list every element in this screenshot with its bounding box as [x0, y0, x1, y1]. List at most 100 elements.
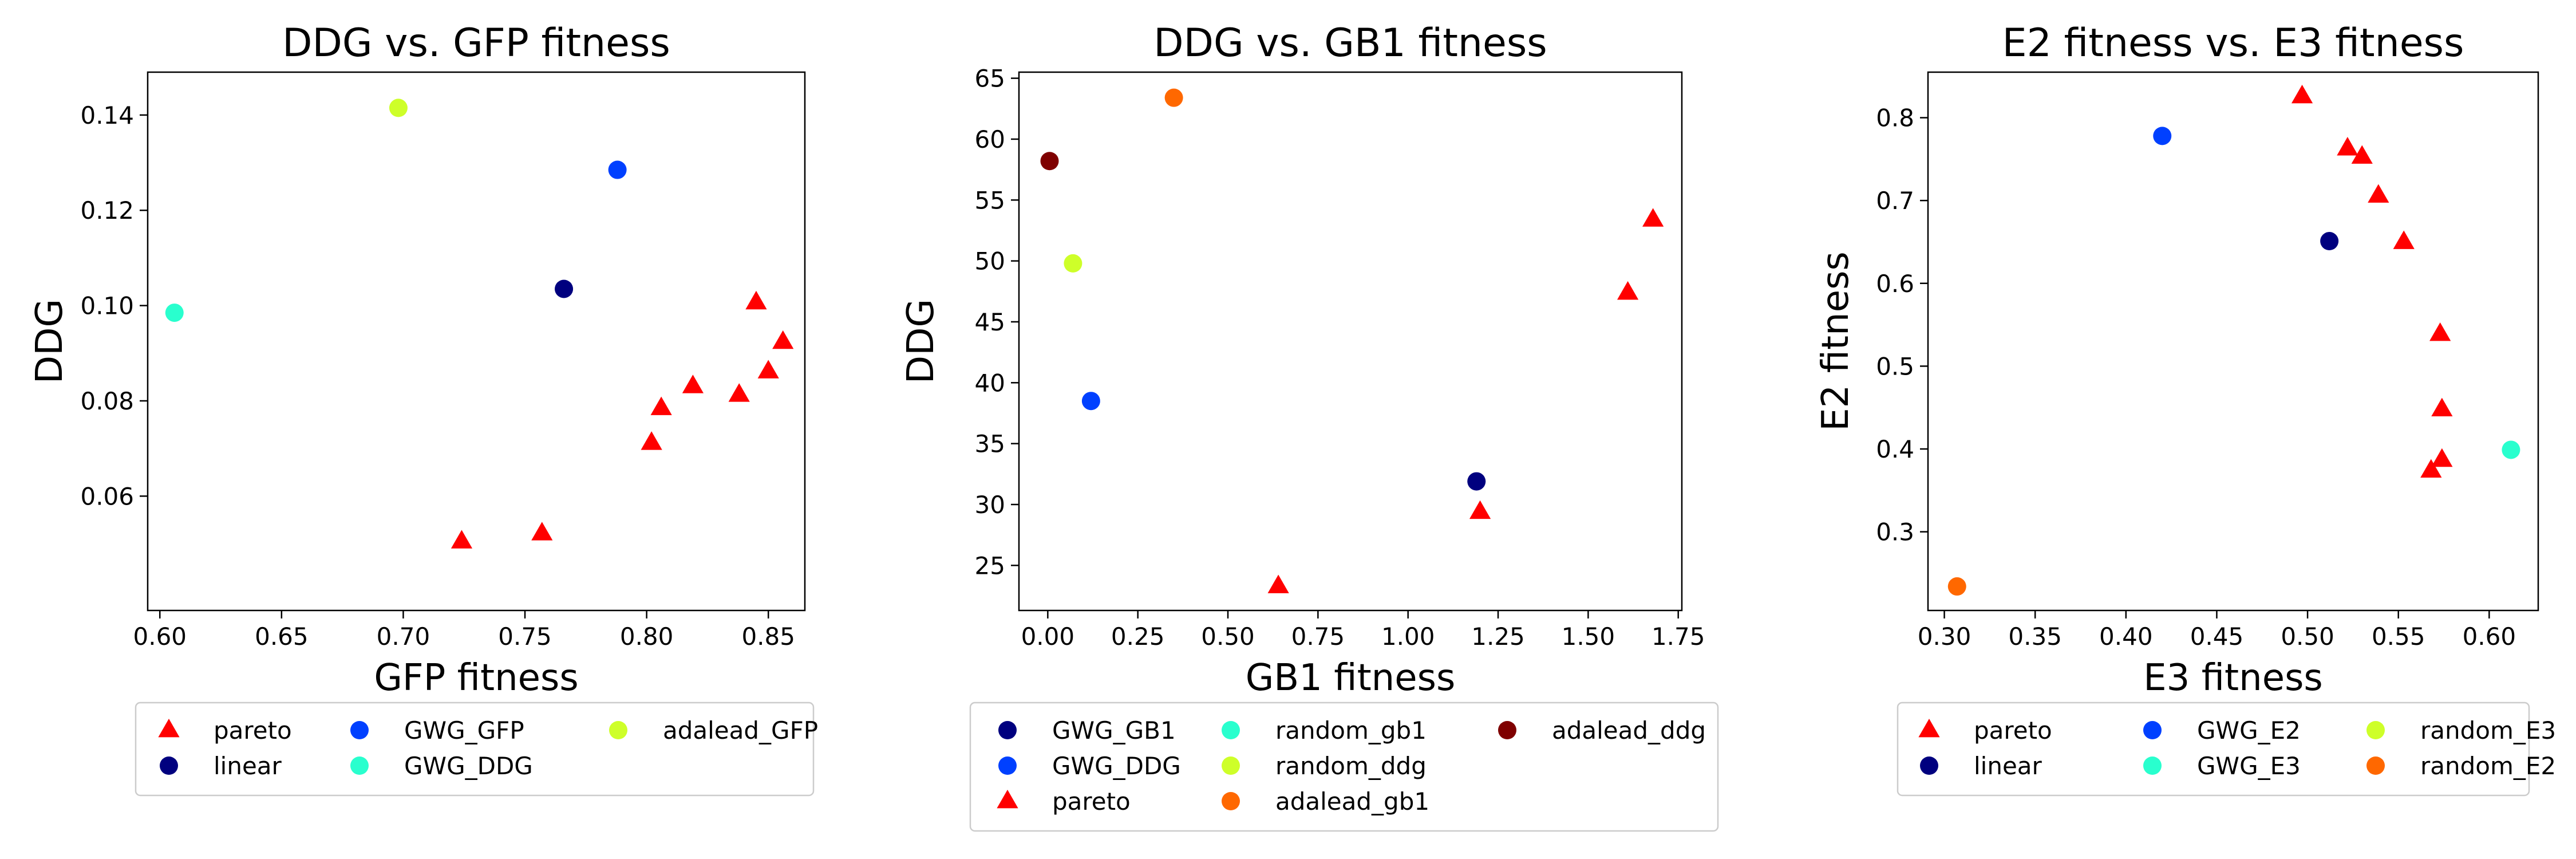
y-axis-label: E2 fitness: [1815, 251, 1857, 431]
legend-marker-gwg-gb1: [998, 721, 1017, 739]
x-tick-label: 0.50: [1201, 622, 1255, 651]
data-points: [1040, 88, 1664, 593]
point-adalead-gb1: [1164, 88, 1183, 107]
legend-marker-gwg-ddg: [350, 756, 369, 775]
x-tick-label: 0.75: [498, 622, 552, 651]
y-tick-label: 0.12: [80, 196, 134, 224]
legend-marker-random-ddg: [1222, 756, 1240, 775]
legend-marker-random-gb1: [1222, 721, 1240, 739]
point-pareto: [531, 522, 553, 541]
point-pareto: [2420, 459, 2442, 478]
point-pareto: [745, 290, 767, 310]
point-linear: [555, 279, 574, 298]
point-gwg-gfp: [608, 160, 627, 179]
x-tick-label: 0.45: [2190, 622, 2244, 651]
point-pareto: [772, 330, 794, 349]
x-tick-label: 0.30: [1918, 622, 1971, 651]
legend-label-pareto: pareto: [1974, 716, 2052, 744]
y-tick-label: 45: [975, 308, 1005, 336]
point-gwg-ddg: [1081, 392, 1100, 411]
legend-marker-pareto: [997, 790, 1018, 809]
x-tick-label: 1.00: [1381, 622, 1435, 651]
chart-title: E2 fitness vs. E3 fitness: [2002, 21, 2464, 66]
point-pareto: [641, 431, 662, 450]
x-tick-label: 0.25: [1111, 622, 1165, 651]
point-gwg-ddg: [165, 304, 184, 322]
legend-label-random-ddg: random_ddg: [1275, 752, 1427, 780]
legend-label-random-e2: random_E2: [2420, 752, 2556, 780]
y-axis-label: DDG: [29, 299, 71, 384]
point-random-e2: [1947, 577, 1966, 596]
point-pareto: [682, 375, 704, 393]
point-adalead-gfp: [389, 98, 408, 117]
data-points: [165, 98, 794, 549]
x-tick-label: 1.25: [1471, 622, 1525, 651]
x-tick-label: 1.75: [1652, 622, 1705, 651]
y-tick-label: 0.6: [1876, 270, 1914, 298]
legend-label-gwg-gb1: GWG_GB1: [1052, 716, 1176, 744]
legend-label-gwg-e3: GWG_E3: [2197, 752, 2301, 780]
legend-label-gwg-ddg: GWG_DDG: [404, 752, 533, 780]
y-axis-label: DDG: [900, 299, 942, 384]
legend-marker-gwg-e2: [2143, 721, 2162, 739]
y-tick-label: 0.8: [1876, 104, 1914, 132]
point-gwg-e3: [2502, 440, 2520, 459]
x-axis-label: GFP fitness: [374, 657, 578, 699]
y-tick-label: 0.5: [1876, 352, 1914, 380]
plot-frame: [1927, 71, 2539, 612]
point-pareto: [2431, 397, 2453, 416]
point-adalead-ddg: [1040, 152, 1059, 171]
x-tick-label: 0.55: [2372, 622, 2425, 651]
point-pareto: [2429, 322, 2451, 341]
point-pareto: [2431, 448, 2453, 467]
point-random-ddg: [1064, 254, 1082, 273]
point-pareto: [1469, 500, 1491, 519]
plot-frame: [1018, 71, 1683, 612]
x-tick-label: 0.75: [1291, 622, 1345, 651]
x-tick-label: 0.40: [2099, 622, 2153, 651]
y-tick-label: 35: [975, 430, 1005, 458]
point-pareto: [2291, 84, 2313, 104]
x-tick-label: 0.70: [377, 622, 430, 651]
y-tick-label: 40: [975, 369, 1005, 397]
legend-marker-gwg-ddg: [998, 756, 1017, 775]
legend: pareto linear GWG_GFP GWG_DDG adalead_GFP: [135, 702, 818, 797]
x-tick-label: 0.00: [1021, 622, 1075, 651]
x-tick-label: 0.85: [741, 622, 795, 651]
legend-label-gwg-e2: GWG_E2: [2197, 716, 2301, 744]
legend-label-linear: linear: [214, 752, 282, 780]
x-tick-label: 0.35: [2008, 622, 2062, 651]
point-pareto: [1267, 574, 1289, 593]
x-tick-label: 0.60: [2463, 622, 2516, 651]
legend-marker-adalead-gb1: [1222, 792, 1240, 810]
legend-label-pareto: pareto: [1052, 787, 1131, 815]
legend-marker-gwg-e3: [2143, 756, 2162, 775]
legend-marker-pareto: [158, 719, 180, 738]
point-pareto: [728, 383, 750, 402]
x-tick-label: 0.80: [620, 622, 674, 651]
y-tick-label: 60: [975, 125, 1005, 153]
legend-marker-adalead-ddg: [1498, 721, 1516, 739]
point-pareto: [2393, 230, 2415, 249]
point-gwg-e2: [2153, 127, 2172, 145]
y-tick-label: 25: [975, 551, 1005, 580]
legend-label-gwg-ddg: GWG_DDG: [1052, 752, 1181, 780]
legend-label-gwg-gfp: GWG_GFP: [404, 716, 524, 744]
legend-marker-linear: [160, 756, 178, 775]
legend-label-random-e3: random_E3: [2420, 716, 2556, 744]
x-tick-label: 0.50: [2281, 622, 2334, 651]
chart-panel-2: DDG vs. GB1 fitness 0.00 0.25 0.50 0.75 1.00 1…: [900, 21, 1719, 832]
point-pareto: [451, 530, 473, 549]
plot-frame: [147, 71, 806, 612]
y-tick-label: 0.06: [80, 482, 134, 510]
chart-title: DDG vs. GFP fitness: [282, 21, 670, 66]
legend-marker-linear: [1920, 756, 1938, 775]
legend-marker-adalead-gfp: [609, 721, 627, 739]
point-pareto: [650, 396, 672, 415]
y-tick-label: 0.10: [80, 292, 134, 320]
point-gwg-gb1: [1467, 472, 1486, 491]
legend-frame: [969, 702, 1719, 832]
legend-label-adalead-gfp: adalead_GFP: [663, 716, 818, 744]
point-pareto: [1617, 281, 1639, 300]
